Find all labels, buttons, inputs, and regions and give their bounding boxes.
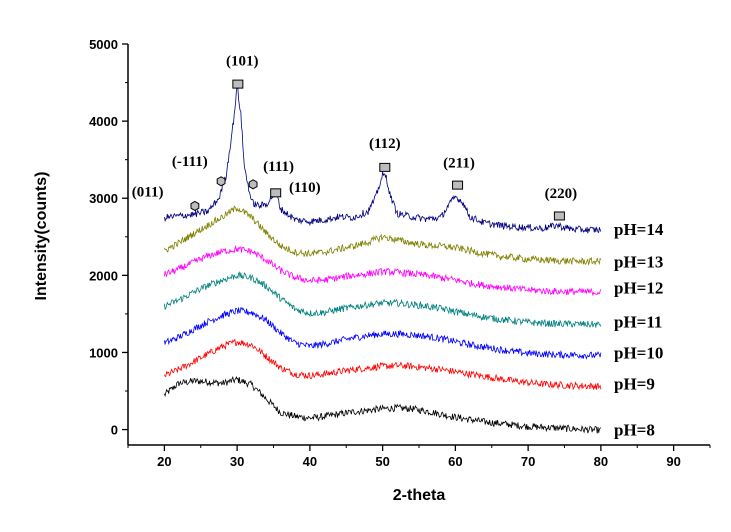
y-axis-title: Intensity(counts) xyxy=(33,172,50,301)
peak-marker-hexagon xyxy=(216,176,226,187)
x-tick-label: 30 xyxy=(230,454,244,469)
x-tick-label: 60 xyxy=(448,454,462,469)
x-tick-label: 80 xyxy=(594,454,608,469)
x-tick-label: 70 xyxy=(521,454,535,469)
series-labels: pH=8 pH=9 pH=10 pH=11 pH=12 pH=13 pH=14 xyxy=(614,220,664,440)
peak-marker-square xyxy=(452,180,464,190)
series-line-ph-10 xyxy=(164,307,602,360)
series-line-ph-13 xyxy=(164,205,602,266)
series-label-ph-9: pH=9 xyxy=(614,374,655,393)
peak-label: (110) xyxy=(289,180,321,196)
y-tick-label: 5000 xyxy=(89,37,118,52)
peak-marker-square xyxy=(232,79,244,89)
y-tick-label: 4000 xyxy=(89,114,118,129)
series-label-ph-10: pH=10 xyxy=(614,343,663,362)
series-line-ph-11 xyxy=(164,271,602,329)
series-line-ph-9 xyxy=(164,338,602,391)
series-label-ph-13: pH=13 xyxy=(614,252,663,271)
y-tick-label: 2000 xyxy=(89,268,118,283)
y-tick-label: 3000 xyxy=(89,191,118,206)
peak-label: (011) xyxy=(132,185,164,201)
y-tick-label: 1000 xyxy=(89,345,118,360)
peak-marker-square xyxy=(379,162,391,172)
peak-annotations: (011) (-111) (101) (111) (110) (112) (211) (220… xyxy=(132,54,578,221)
x-tick-label: 50 xyxy=(375,454,389,469)
series-line-ph-12 xyxy=(164,244,602,296)
peak-label: (112) xyxy=(369,136,401,152)
series-line-ph-14 xyxy=(164,86,602,234)
peak-label: (111) xyxy=(263,159,294,175)
axes-frame: 20 30 40 50 60 70 80 90 0 1000 2000 3000 4000 5000 xyxy=(89,37,711,469)
peak-label: (220) xyxy=(545,186,578,202)
x-tick-label: 90 xyxy=(666,454,680,469)
series-label-ph-8: pH=8 xyxy=(614,421,655,440)
peak-marker-hexagon xyxy=(190,200,200,211)
x-axis-title: 2-theta xyxy=(393,487,446,504)
peak-marker-square xyxy=(553,211,565,221)
series-label-ph-11: pH=11 xyxy=(614,313,662,332)
series-line-ph-8 xyxy=(164,375,602,434)
peak-label: (-111) xyxy=(172,154,208,170)
peak-marker-hexagon xyxy=(248,179,258,190)
y-tick-label: 0 xyxy=(111,423,118,438)
peak-label: (211) xyxy=(443,155,475,171)
series-label-ph-12: pH=12 xyxy=(614,279,663,298)
peak-label: (101) xyxy=(226,54,259,70)
x-tick-label: 20 xyxy=(157,454,171,469)
peak-marker-square xyxy=(270,188,282,198)
series-label-ph-14: pH=14 xyxy=(614,220,664,239)
x-tick-label: 40 xyxy=(303,454,317,469)
